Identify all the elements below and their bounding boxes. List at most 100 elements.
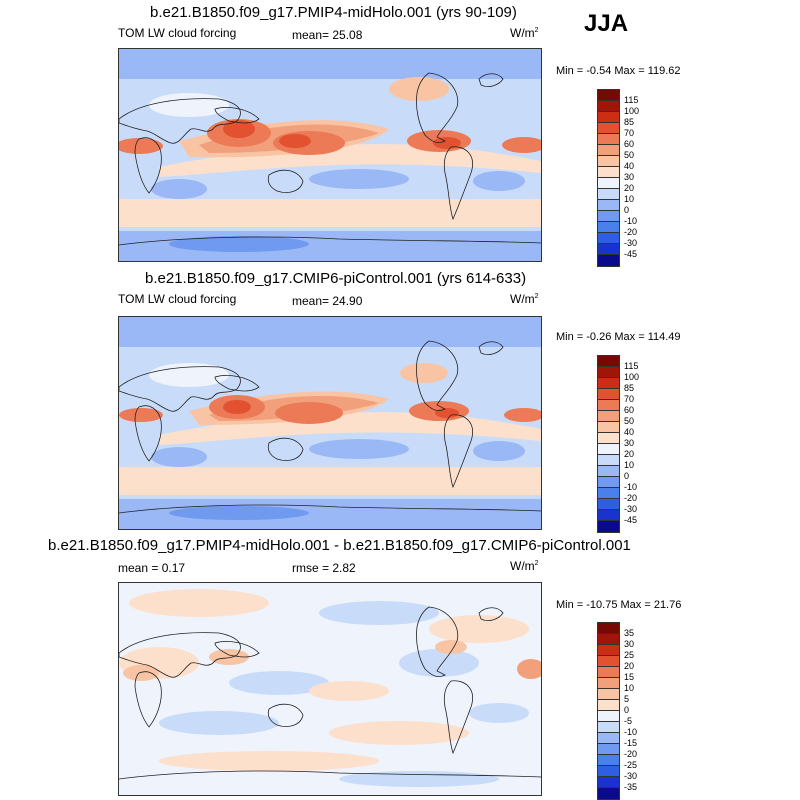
panel-1-level-label: 115	[624, 95, 639, 105]
panel-2-colorbar-swatch	[598, 477, 619, 488]
panel-2-level-label: -30	[624, 504, 638, 514]
panel-2-level-label: 50	[624, 416, 635, 426]
panel-3-level-label: 20	[624, 661, 635, 671]
panel-3-colorbar-swatch	[598, 667, 619, 678]
panel-2-map-svg	[119, 317, 541, 529]
panel-1-level-label: -45	[624, 249, 638, 259]
panel-1-colorbar-swatch	[598, 211, 619, 222]
panel-3-level-label: 0	[624, 705, 630, 715]
panel-1-level-label: 40	[624, 161, 635, 171]
panel-2-level-label: 40	[624, 427, 635, 437]
panel-1-colorbar-swatch	[598, 233, 619, 244]
panel-3-colorbar-swatch	[598, 777, 619, 788]
panel-2-title: b.e21.B1850.f09_g17.CMIP6-piControl.001 …	[145, 270, 527, 287]
panel-1-level-label: 0	[624, 205, 630, 215]
panel-1-colorbar-swatch	[598, 134, 619, 145]
panel-1-level-label: 60	[624, 139, 635, 149]
panel-2-level-label: 85	[624, 383, 635, 393]
panel-3-colorbar	[597, 622, 620, 800]
panel-3-colorbar-swatch	[598, 678, 619, 689]
panel-3-units: W/m2	[510, 559, 539, 573]
panel-3-level-label: -25	[624, 760, 638, 770]
panel-3-level-label: 5	[624, 694, 630, 704]
panel-1-colorbar-swatch	[598, 244, 619, 255]
panel-2-colorbar-swatch	[598, 466, 619, 477]
panel-2-colorbar-swatch	[598, 488, 619, 499]
panel-2-level-label: 0	[624, 471, 630, 481]
panel-1-level-label: 30	[624, 172, 635, 182]
panel-3-colorbar-swatch	[598, 711, 619, 722]
panel-2-level-label: 30	[624, 438, 635, 448]
panel-3-colorbar-swatch	[598, 733, 619, 744]
panel-2-level-label: 100	[624, 372, 640, 382]
panel-1-level-label: 20	[624, 183, 635, 193]
panel-3-mean: mean = 0.17	[118, 561, 186, 575]
panel-2-colorbar-swatch	[598, 400, 619, 411]
panel-3-rmse: rmse = 2.82	[292, 561, 356, 575]
panel-3-level-label: -10	[624, 727, 638, 737]
panel-2-level-label: -10	[624, 482, 638, 492]
panel-3-colorbar-swatch	[598, 744, 619, 755]
panel-1-colorbar-swatch	[598, 222, 619, 233]
panel-3-level-label: -15	[624, 738, 638, 748]
panel-2-map	[118, 316, 542, 530]
panel-3-title: b.e21.B1850.f09_g17.PMIP4-midHolo.001 - …	[48, 537, 631, 554]
panel-2-colorbar-swatch	[598, 411, 619, 422]
panel-1-level-label: -10	[624, 216, 638, 226]
panel-1-colorbar-swatch	[598, 90, 619, 101]
panel-2-colorbar-swatch	[598, 455, 619, 466]
panel-1-left-label: TOM LW cloud forcing	[118, 26, 237, 40]
panel-1-colorbar-swatch	[598, 178, 619, 189]
panel-2-level-label: 60	[624, 405, 635, 415]
panel-2-level-label: -45	[624, 515, 638, 525]
panel-3-level-label: 35	[624, 628, 635, 638]
panel-1-level-label: -30	[624, 238, 638, 248]
panel-3-colorbar-swatch	[598, 766, 619, 777]
panel-2-colorbar-swatch	[598, 378, 619, 389]
panel-3-colorbar-swatch	[598, 623, 619, 634]
panel-1-colorbar-swatch	[598, 145, 619, 156]
panel-1-colorbar-swatch	[598, 123, 619, 134]
panel-1-level-label: 70	[624, 128, 635, 138]
panel-1-level-label: 100	[624, 106, 640, 116]
panel-1-colorbar-swatch	[598, 112, 619, 123]
panel-1-colorbar-swatch	[598, 167, 619, 178]
panel-3-map	[118, 582, 542, 796]
panel-1-units: W/m2	[510, 26, 539, 40]
panel-2-minmax: Min = -0.26 Max = 114.49	[556, 331, 681, 343]
panel-2-colorbar	[597, 355, 620, 533]
panel-3-colorbar-swatch	[598, 700, 619, 711]
panel-3-colorbar-swatch	[598, 722, 619, 733]
panel-2-colorbar-swatch	[598, 356, 619, 367]
panel-3-level-label: -35	[624, 782, 638, 792]
panel-3-colorbar-swatch	[598, 755, 619, 766]
panel-3-colorbar-swatch	[598, 634, 619, 645]
panel-3-level-label: 10	[624, 683, 635, 693]
panel-2-left-label: TOM LW cloud forcing	[118, 292, 237, 306]
panel-1-level-label: -20	[624, 227, 638, 237]
panel-3-map-svg	[119, 583, 541, 795]
panel-1-level-label: 50	[624, 150, 635, 160]
panel-2-colorbar-swatch	[598, 389, 619, 400]
panel-3-level-label: -5	[624, 716, 633, 726]
panel-1-colorbar-swatch	[598, 255, 619, 266]
panel-2-units: W/m2	[510, 292, 539, 306]
panel-1-colorbar-swatch	[598, 101, 619, 112]
panel-2-colorbar-swatch	[598, 433, 619, 444]
panel-1-colorbar-swatch	[598, 189, 619, 200]
panel-3-colorbar-swatch	[598, 689, 619, 700]
panel-1-map-svg	[119, 49, 541, 261]
panel-2-colorbar-swatch	[598, 510, 619, 521]
panel-3-colorbar-swatch	[598, 645, 619, 656]
season-label: JJA	[584, 10, 629, 37]
panel-2-colorbar-swatch	[598, 422, 619, 433]
panel-2-colorbar-swatch	[598, 499, 619, 510]
panel-1-level-label: 10	[624, 194, 635, 204]
panel-1-colorbar-swatch	[598, 200, 619, 211]
panel-1-title: b.e21.B1850.f09_g17.PMIP4-midHolo.001 (y…	[150, 4, 517, 21]
panel-3-level-label: 25	[624, 650, 635, 660]
panel-1-colorbar	[597, 89, 620, 267]
panel-2-level-label: -20	[624, 493, 638, 503]
panel-2-level-label: 70	[624, 394, 635, 404]
panel-1-map	[118, 48, 542, 262]
